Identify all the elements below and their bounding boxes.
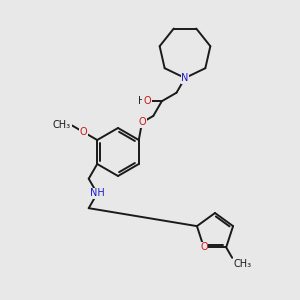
Text: CH₃: CH₃ <box>53 121 71 130</box>
Text: NH: NH <box>90 188 105 198</box>
Text: O: O <box>200 242 208 252</box>
Text: H: H <box>138 96 146 106</box>
Text: O: O <box>143 96 151 106</box>
Text: O: O <box>80 127 87 137</box>
Text: CH₃: CH₃ <box>233 259 251 269</box>
Text: N: N <box>181 73 189 83</box>
Text: O: O <box>138 117 146 128</box>
